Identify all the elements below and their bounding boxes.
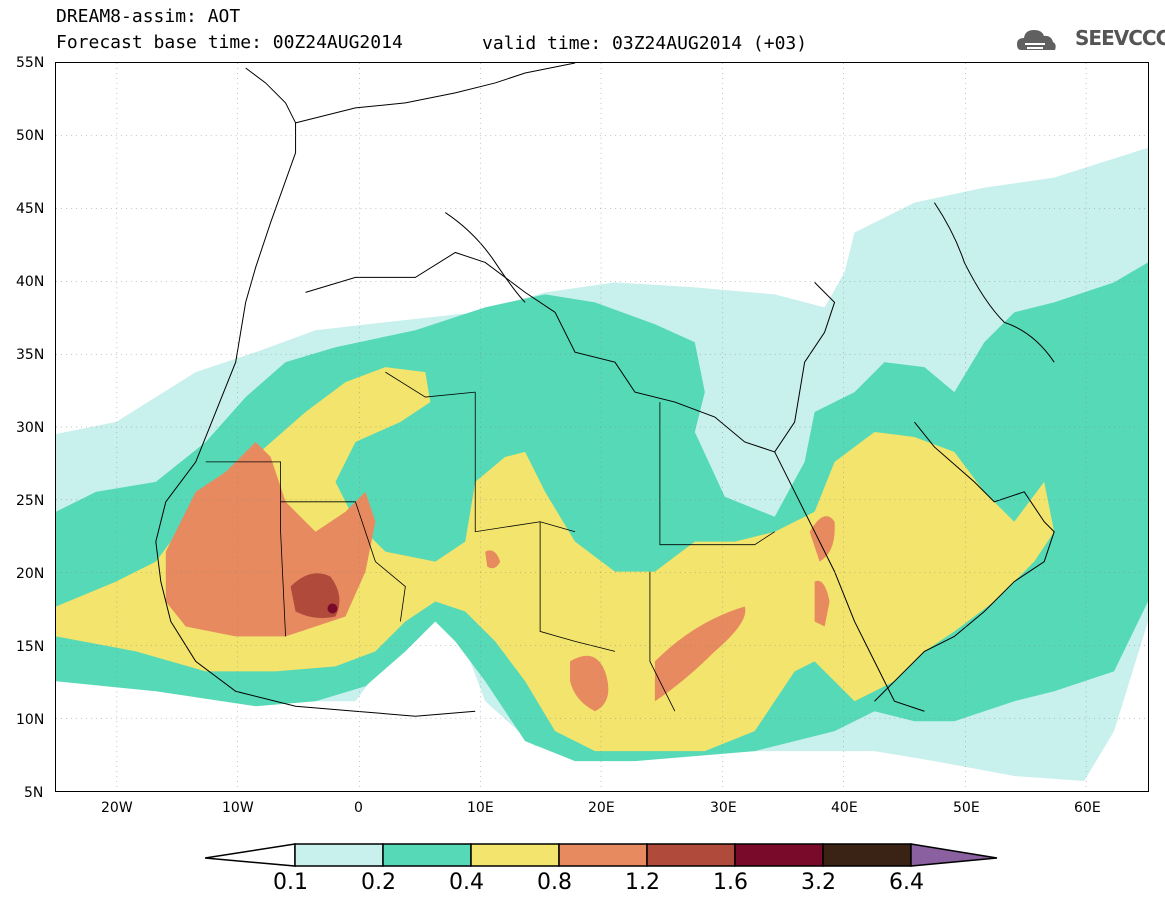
aot-band-16 (327, 603, 338, 614)
colorbar-swatch (646, 843, 736, 867)
colorbar-over-arrow (910, 843, 998, 867)
graticule (56, 63, 1148, 791)
lon-label: 10E (467, 800, 494, 816)
lon-label: 50E (953, 800, 980, 816)
colorbar-label: 0.4 (449, 870, 484, 895)
aot-band-12 (290, 573, 340, 619)
lat-label: 20N (16, 566, 45, 582)
colorbar-label: 0.1 (273, 870, 308, 895)
lat-label: 30N (16, 420, 45, 436)
colorbar-label: 6.4 (889, 870, 924, 895)
aot-band-08d (809, 516, 835, 562)
lon-label: 0 (354, 800, 363, 816)
aot-band-08f (485, 550, 501, 569)
colorbar-swatch (558, 843, 648, 867)
lat-label: 45N (16, 201, 45, 217)
dust-aot-map (55, 62, 1149, 792)
colorbar (205, 843, 998, 867)
lat-label: 35N (16, 347, 45, 363)
aot-band-08e (814, 580, 830, 627)
aot-band-08b (570, 655, 609, 712)
colorbar-label: 0.8 (537, 870, 572, 895)
colorbar-swatch (822, 843, 912, 867)
logo-text: SEEVCCC (1075, 26, 1165, 50)
coastlines (155, 63, 1055, 717)
colorbar-swatch (734, 843, 824, 867)
colorbar-under-arrow (205, 843, 296, 867)
lat-label: 55N (16, 55, 45, 71)
country-borders (205, 371, 775, 712)
lon-label: 40E (831, 800, 858, 816)
colorbar-label: 3.2 (801, 870, 836, 895)
lon-label: 20W (101, 800, 133, 816)
lon-label: 10W (222, 800, 254, 816)
lon-label: 20E (588, 800, 615, 816)
forecast-base-time: Forecast base time: 00Z24AUG2014 (56, 32, 403, 53)
colorbar-label: 1.2 (625, 870, 660, 895)
lat-label: 15N (16, 639, 45, 655)
lon-label: 30E (710, 800, 737, 816)
aot-band-04 (56, 367, 1055, 752)
lat-label: 5N (24, 785, 44, 801)
colorbar-swatch (382, 843, 472, 867)
cloud-logo-icon (1017, 30, 1056, 50)
lat-label: 10N (16, 712, 45, 728)
lat-label: 50N (16, 128, 45, 144)
lat-label: 25N (16, 493, 45, 509)
colorbar-label: 0.2 (361, 870, 396, 895)
map-title: DREAM8-assim: AOT (56, 6, 241, 27)
valid-time: valid time: 03Z24AUG2014 (+03) (482, 33, 808, 54)
colorbar-label: 1.6 (713, 870, 748, 895)
lon-label: 60E (1074, 800, 1101, 816)
colorbar-swatch (294, 843, 384, 867)
lat-label: 40N (16, 274, 45, 290)
colorbar-swatch (470, 843, 560, 867)
aot-band-08c (654, 606, 746, 702)
